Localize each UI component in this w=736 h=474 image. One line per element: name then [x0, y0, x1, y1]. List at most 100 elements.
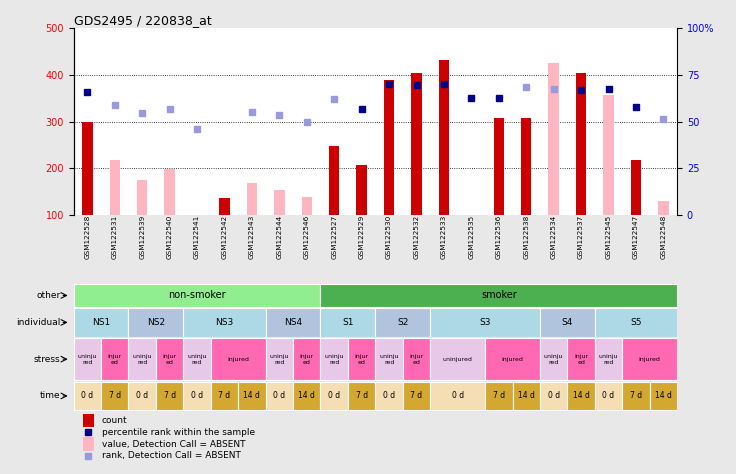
- Text: S4: S4: [562, 318, 573, 327]
- Text: smoker: smoker: [481, 291, 517, 301]
- Bar: [356, 165, 367, 215]
- Text: 14 d: 14 d: [298, 392, 315, 401]
- Text: injur
ed: injur ed: [163, 354, 177, 365]
- Text: time: time: [40, 392, 60, 401]
- Text: GSM122538: GSM122538: [523, 215, 529, 259]
- Bar: [82, 438, 93, 451]
- Text: injur
ed: injur ed: [574, 354, 588, 365]
- Text: uninju
red: uninju red: [187, 354, 207, 365]
- Bar: [622, 382, 650, 410]
- Bar: [348, 338, 375, 380]
- Text: injured: injured: [227, 356, 249, 362]
- Text: 0 d: 0 d: [548, 392, 560, 401]
- Text: S3: S3: [479, 318, 491, 327]
- Text: GDS2495 / 220838_at: GDS2495 / 220838_at: [74, 14, 211, 27]
- Bar: [210, 338, 266, 380]
- Bar: [540, 382, 567, 410]
- Bar: [540, 308, 595, 337]
- Text: S2: S2: [397, 318, 408, 327]
- Bar: [548, 64, 559, 215]
- Bar: [595, 338, 622, 380]
- Bar: [431, 382, 485, 410]
- Bar: [403, 338, 431, 380]
- Text: uninju
red: uninju red: [379, 354, 399, 365]
- Bar: [384, 80, 394, 215]
- Bar: [521, 118, 531, 215]
- Text: GSM122548: GSM122548: [660, 215, 666, 259]
- Text: 7 d: 7 d: [630, 392, 642, 401]
- Bar: [329, 146, 339, 215]
- Bar: [101, 338, 129, 380]
- Text: 7 d: 7 d: [492, 392, 505, 401]
- Bar: [110, 160, 120, 215]
- Text: 0 d: 0 d: [191, 392, 203, 401]
- Bar: [293, 382, 320, 410]
- Text: injur
ed: injur ed: [355, 354, 369, 365]
- Text: GSM122547: GSM122547: [633, 215, 639, 259]
- Text: uninju
red: uninju red: [544, 354, 564, 365]
- Bar: [595, 308, 677, 337]
- Text: uninju
red: uninju red: [269, 354, 289, 365]
- Bar: [266, 308, 320, 337]
- Text: NS1: NS1: [92, 318, 110, 327]
- Text: injur
ed: injur ed: [107, 354, 122, 365]
- Text: GSM122541: GSM122541: [194, 215, 200, 259]
- Text: GSM122544: GSM122544: [276, 215, 283, 259]
- Text: GSM122546: GSM122546: [304, 215, 310, 259]
- Text: GSM122531: GSM122531: [112, 215, 118, 259]
- Bar: [650, 382, 677, 410]
- Bar: [82, 121, 93, 215]
- Text: rank, Detection Call = ABSENT: rank, Detection Call = ABSENT: [102, 451, 241, 460]
- Text: 7 d: 7 d: [163, 392, 176, 401]
- Bar: [247, 183, 257, 215]
- Text: GSM122536: GSM122536: [496, 215, 502, 259]
- Text: GSM122528: GSM122528: [85, 215, 91, 259]
- Text: GSM122533: GSM122533: [441, 215, 447, 259]
- Text: GSM122534: GSM122534: [551, 215, 556, 259]
- Bar: [631, 160, 641, 215]
- Text: individual: individual: [16, 318, 60, 327]
- Bar: [266, 338, 293, 380]
- Text: S5: S5: [630, 318, 642, 327]
- Text: GSM122543: GSM122543: [249, 215, 255, 259]
- Text: NS4: NS4: [284, 318, 302, 327]
- Bar: [567, 338, 595, 380]
- Bar: [567, 382, 595, 410]
- Text: GSM122535: GSM122535: [468, 215, 475, 259]
- Bar: [274, 191, 285, 215]
- Bar: [375, 382, 403, 410]
- Text: stress: stress: [34, 355, 60, 364]
- Bar: [576, 73, 587, 215]
- Bar: [485, 382, 512, 410]
- Bar: [219, 198, 230, 215]
- Text: GSM122527: GSM122527: [331, 215, 337, 259]
- Text: injur
ed: injur ed: [300, 354, 314, 365]
- Text: count: count: [102, 416, 127, 425]
- Bar: [129, 308, 183, 337]
- Text: uninju
red: uninju red: [77, 354, 97, 365]
- Text: 14 d: 14 d: [244, 392, 261, 401]
- Bar: [101, 382, 129, 410]
- Bar: [74, 308, 129, 337]
- Text: GSM122542: GSM122542: [222, 215, 227, 259]
- Bar: [403, 382, 431, 410]
- Bar: [320, 382, 348, 410]
- Bar: [74, 338, 101, 380]
- Text: NS3: NS3: [216, 318, 233, 327]
- Bar: [183, 338, 210, 380]
- Text: 0 d: 0 d: [452, 392, 464, 401]
- Text: 0 d: 0 d: [328, 392, 340, 401]
- Bar: [320, 284, 677, 307]
- Text: uninju
red: uninju red: [132, 354, 152, 365]
- Text: GSM122530: GSM122530: [386, 215, 392, 259]
- Bar: [604, 95, 614, 215]
- Text: GSM122540: GSM122540: [166, 215, 173, 259]
- Text: uninju
red: uninju red: [599, 354, 618, 365]
- Bar: [485, 338, 540, 380]
- Text: NS2: NS2: [147, 318, 165, 327]
- Bar: [210, 382, 238, 410]
- Text: 14 d: 14 d: [655, 392, 672, 401]
- Bar: [595, 382, 622, 410]
- Text: 14 d: 14 d: [573, 392, 590, 401]
- Bar: [266, 382, 293, 410]
